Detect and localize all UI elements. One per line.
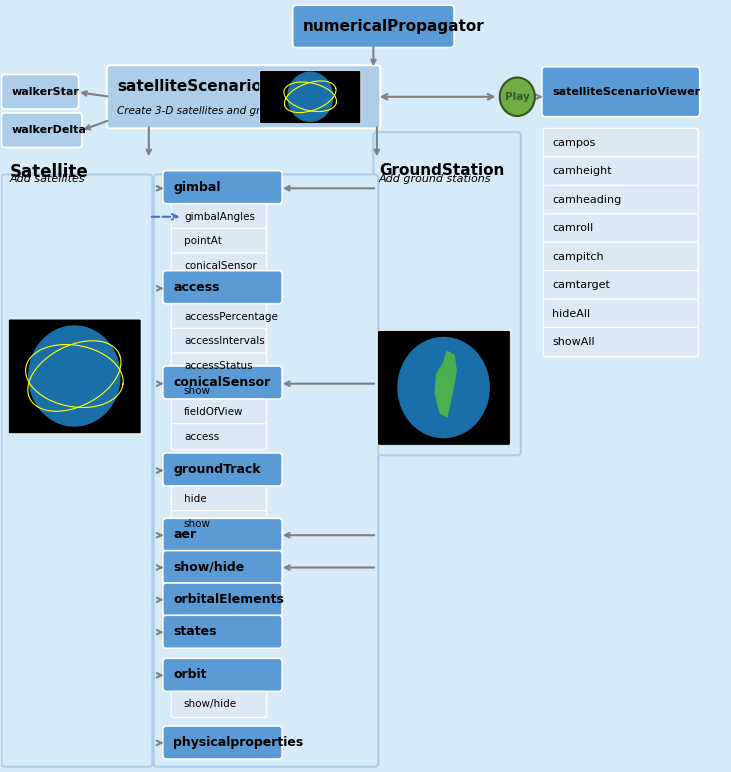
FancyBboxPatch shape — [171, 399, 267, 425]
FancyBboxPatch shape — [171, 378, 267, 404]
Circle shape — [29, 326, 120, 426]
FancyBboxPatch shape — [9, 319, 141, 434]
FancyBboxPatch shape — [171, 253, 267, 279]
FancyBboxPatch shape — [171, 303, 267, 330]
FancyBboxPatch shape — [378, 330, 510, 445]
FancyBboxPatch shape — [543, 327, 698, 357]
Text: show: show — [184, 519, 211, 529]
Text: camheight: camheight — [553, 167, 612, 176]
Text: satelliteScenario: satelliteScenario — [117, 80, 262, 94]
Text: numericalPropagator: numericalPropagator — [303, 19, 485, 34]
Text: groundTrack: groundTrack — [173, 463, 261, 476]
Text: fieldOfView: fieldOfView — [184, 407, 243, 417]
Text: satelliteScenarioViewer: satelliteScenarioViewer — [553, 86, 700, 96]
FancyBboxPatch shape — [543, 185, 698, 215]
FancyBboxPatch shape — [163, 659, 282, 692]
FancyBboxPatch shape — [163, 583, 282, 616]
Text: show/hide: show/hide — [173, 560, 245, 574]
FancyBboxPatch shape — [171, 229, 267, 255]
FancyBboxPatch shape — [543, 128, 698, 157]
FancyBboxPatch shape — [171, 328, 267, 354]
FancyBboxPatch shape — [163, 550, 282, 584]
Text: showAll: showAll — [553, 337, 595, 347]
Text: orbit: orbit — [173, 669, 207, 682]
Text: campitch: campitch — [553, 252, 604, 262]
FancyBboxPatch shape — [171, 692, 267, 717]
FancyBboxPatch shape — [171, 353, 267, 379]
Text: Add ground stations: Add ground stations — [379, 174, 491, 185]
Text: Add satellites: Add satellites — [10, 174, 86, 185]
FancyBboxPatch shape — [543, 299, 698, 328]
Text: physicalproperties: physicalproperties — [173, 736, 303, 749]
FancyBboxPatch shape — [163, 453, 282, 486]
Text: walkerDelta: walkerDelta — [12, 125, 87, 135]
Circle shape — [288, 72, 333, 121]
Text: access: access — [173, 281, 220, 293]
FancyBboxPatch shape — [163, 726, 282, 759]
Text: GroundStation: GroundStation — [379, 163, 504, 178]
Text: gimbalAngles: gimbalAngles — [184, 212, 255, 222]
FancyBboxPatch shape — [107, 66, 380, 128]
FancyBboxPatch shape — [543, 271, 698, 300]
FancyBboxPatch shape — [292, 5, 454, 48]
FancyBboxPatch shape — [163, 271, 282, 303]
Text: aer: aer — [173, 528, 197, 541]
FancyBboxPatch shape — [1, 174, 152, 767]
FancyBboxPatch shape — [154, 174, 379, 767]
FancyBboxPatch shape — [543, 157, 698, 186]
Polygon shape — [435, 351, 456, 417]
FancyBboxPatch shape — [163, 615, 282, 648]
Text: conicalSensor: conicalSensor — [184, 261, 257, 271]
Text: accessIntervals: accessIntervals — [184, 337, 265, 347]
FancyBboxPatch shape — [171, 510, 267, 537]
Text: campos: campos — [553, 138, 596, 148]
FancyBboxPatch shape — [171, 204, 267, 230]
FancyBboxPatch shape — [1, 113, 82, 147]
Text: hideAll: hideAll — [553, 309, 591, 319]
Text: gimbal: gimbal — [173, 181, 221, 194]
Text: access: access — [184, 432, 219, 442]
FancyBboxPatch shape — [542, 66, 700, 117]
Text: camtarget: camtarget — [553, 280, 610, 290]
FancyBboxPatch shape — [260, 70, 361, 124]
FancyBboxPatch shape — [171, 486, 267, 512]
Text: states: states — [173, 625, 217, 638]
Text: accessPercentage: accessPercentage — [184, 312, 278, 322]
Text: camroll: camroll — [553, 223, 594, 233]
Text: hide: hide — [184, 494, 207, 504]
FancyBboxPatch shape — [1, 74, 79, 109]
Text: conicalSensor: conicalSensor — [173, 376, 270, 389]
Text: pointAt: pointAt — [184, 236, 221, 246]
FancyBboxPatch shape — [374, 132, 520, 455]
Text: accessStatus: accessStatus — [184, 361, 252, 371]
Circle shape — [500, 77, 535, 116]
Text: camheading: camheading — [553, 195, 621, 205]
Text: Satellite: Satellite — [10, 163, 88, 181]
Text: walkerStar: walkerStar — [12, 86, 80, 96]
Text: show: show — [184, 386, 211, 395]
FancyBboxPatch shape — [543, 242, 698, 272]
Text: show/hide: show/hide — [184, 699, 237, 709]
FancyBboxPatch shape — [171, 424, 267, 450]
Text: orbitalElements: orbitalElements — [173, 593, 284, 606]
FancyBboxPatch shape — [163, 366, 282, 399]
Text: Create 3-D satellites and ground stations: Create 3-D satellites and ground station… — [117, 106, 331, 116]
FancyBboxPatch shape — [163, 518, 282, 551]
Circle shape — [398, 337, 489, 438]
FancyBboxPatch shape — [163, 171, 282, 204]
Text: Play: Play — [505, 92, 530, 102]
FancyBboxPatch shape — [543, 214, 698, 243]
